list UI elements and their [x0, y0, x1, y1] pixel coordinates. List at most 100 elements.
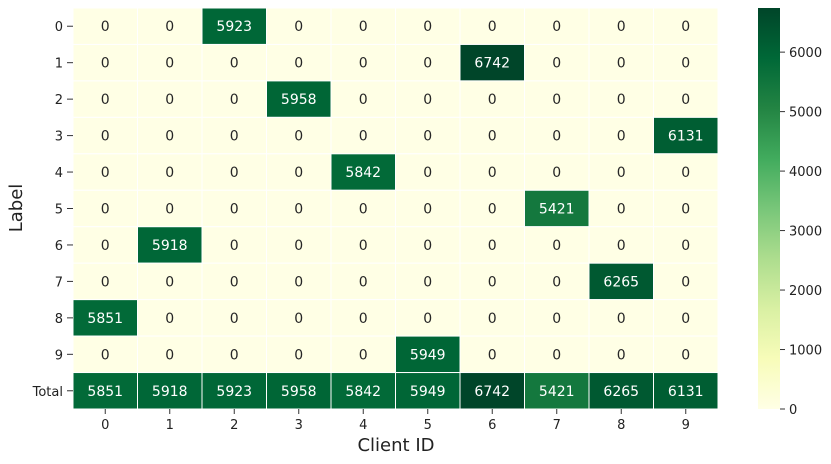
- cell-value-label: 0: [101, 202, 110, 218]
- x-tick-label: 6: [488, 418, 496, 433]
- heatmap-cell: [72, 7, 138, 45]
- heatmap-cell: [524, 7, 590, 45]
- heatmap-cell: [395, 153, 461, 191]
- cell-value-label: 0: [681, 238, 690, 254]
- heatmap-cell: [72, 226, 138, 264]
- cell-value-label: 0: [423, 165, 432, 181]
- heatmap-cell: [137, 299, 203, 337]
- colorbar-tick-label: 0: [789, 403, 797, 418]
- cell-value-label: 0: [617, 92, 626, 108]
- colorbar-tick-label: 4000: [789, 165, 822, 180]
- heatmap-cell: [395, 7, 461, 45]
- cell-value-label: 5421: [539, 202, 575, 218]
- cell-value-label: 0: [165, 56, 174, 72]
- heatmap-cell: [72, 189, 138, 228]
- x-axis-ticks: 0 1 2 3 4 5 6 7 8 9: [101, 409, 690, 433]
- heatmap-cell: [266, 226, 332, 264]
- cell-value-label: 5851: [87, 311, 123, 327]
- cell-value-label: 0: [294, 347, 303, 363]
- cell-value-label: 6131: [668, 129, 704, 145]
- heatmap-cell: [588, 226, 654, 264]
- heatmap-cell: [330, 262, 396, 301]
- cell-value-label: 0: [488, 311, 497, 327]
- cell-value-label: 0: [488, 238, 497, 254]
- heatmap-cells: [72, 7, 719, 410]
- heatmap-cell: [395, 43, 461, 82]
- cell-value-label: 0: [101, 238, 110, 254]
- heatmap-cell: [72, 80, 138, 118]
- heatmap-cell: [653, 43, 719, 82]
- cell-value-label: 0: [681, 274, 690, 290]
- x-tick-label: 0: [101, 418, 109, 433]
- cell-value-label: 0: [101, 129, 110, 145]
- y-tick-label: 9: [55, 348, 63, 363]
- cell-value-label: 0: [294, 129, 303, 145]
- cell-value-label: 0: [423, 202, 432, 218]
- cell-value-label: 0: [230, 202, 239, 218]
- heatmap-cell: [588, 153, 654, 191]
- cell-value-label: 0: [294, 238, 303, 254]
- cell-value-label: 0: [423, 274, 432, 290]
- heatmap-cell: [266, 372, 332, 410]
- cell-value-label: 0: [230, 311, 239, 327]
- cell-value-label: 0: [294, 19, 303, 35]
- heatmap-cell: [653, 80, 719, 118]
- y-tick-label: 7: [55, 275, 63, 290]
- heatmap-cell: [137, 7, 203, 45]
- cell-value-label: 0: [681, 202, 690, 218]
- heatmap-cell: [653, 262, 719, 301]
- y-tick-label: 5: [55, 203, 63, 218]
- y-tick-label: 1: [55, 57, 63, 72]
- x-tick-label: 5: [424, 418, 432, 433]
- x-tick-label: 4: [359, 418, 367, 433]
- y-tick-label: 3: [55, 130, 63, 145]
- x-tick-label: 9: [682, 418, 690, 433]
- heatmap-cell: [524, 262, 590, 301]
- cell-value-label: 0: [230, 347, 239, 363]
- x-tick-label: 1: [166, 418, 174, 433]
- heatmap-cell: [459, 226, 525, 264]
- cell-value-label: 0: [681, 56, 690, 72]
- cell-value-label: 0: [230, 129, 239, 145]
- heatmap-cell: [201, 153, 267, 191]
- heatmap-cell: [653, 335, 719, 374]
- cell-value-label: 0: [359, 19, 368, 35]
- cell-value-label: 6265: [603, 384, 639, 400]
- cell-value-label: 5918: [152, 384, 188, 400]
- cell-value-label: 6742: [474, 384, 510, 400]
- heatmap-cell: [330, 335, 396, 374]
- heatmap-cell: [459, 372, 525, 410]
- cell-value-label: 0: [359, 92, 368, 108]
- cell-value-label: 0: [552, 311, 561, 327]
- cell-value-label: 0: [617, 165, 626, 181]
- heatmap-cell: [524, 372, 590, 410]
- cell-value-label: 0: [359, 238, 368, 254]
- cell-value-label: 0: [101, 92, 110, 108]
- heatmap-cell: [201, 262, 267, 301]
- cell-value-label: 0: [230, 165, 239, 181]
- heatmap-cell: [137, 80, 203, 118]
- cell-value-label: 0: [101, 165, 110, 181]
- cell-value-label: 0: [617, 238, 626, 254]
- heatmap-cell: [330, 153, 396, 191]
- heatmap-cell: [459, 262, 525, 301]
- cell-value-label: 5958: [281, 384, 317, 400]
- cell-value-label: 0: [359, 56, 368, 72]
- cell-value-label: 0: [165, 19, 174, 35]
- heatmap-cell: [459, 116, 525, 155]
- heatmap-cell: [395, 262, 461, 301]
- cell-value-label: 5923: [216, 19, 252, 35]
- heatmap-cell: [72, 116, 138, 155]
- colorbar-tick-label: 1000: [789, 344, 822, 359]
- cell-value-label: 0: [165, 92, 174, 108]
- heatmap-cell: [330, 299, 396, 337]
- heatmap-cell: [201, 299, 267, 337]
- cell-value-label: 5842: [345, 165, 381, 181]
- cell-value-label: 0: [552, 165, 561, 181]
- cell-value-label: 0: [552, 238, 561, 254]
- heatmap-cell: [459, 43, 525, 82]
- cell-value-label: 0: [617, 311, 626, 327]
- y-tick-label: 6: [55, 239, 63, 254]
- heatmap-cell: [524, 153, 590, 191]
- cell-value-label: 0: [165, 165, 174, 181]
